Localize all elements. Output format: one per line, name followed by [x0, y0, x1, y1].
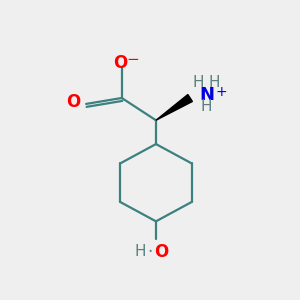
Polygon shape [156, 94, 192, 120]
Text: −: − [127, 52, 140, 67]
Text: +: + [215, 85, 227, 99]
Text: H: H [209, 75, 220, 90]
Text: H: H [201, 99, 212, 114]
Text: ·: · [147, 243, 152, 261]
Text: N: N [199, 86, 214, 104]
Text: O: O [154, 243, 168, 261]
Text: H: H [135, 244, 146, 260]
Text: O: O [113, 54, 127, 72]
Text: H: H [193, 75, 204, 90]
Text: O: O [67, 93, 81, 111]
